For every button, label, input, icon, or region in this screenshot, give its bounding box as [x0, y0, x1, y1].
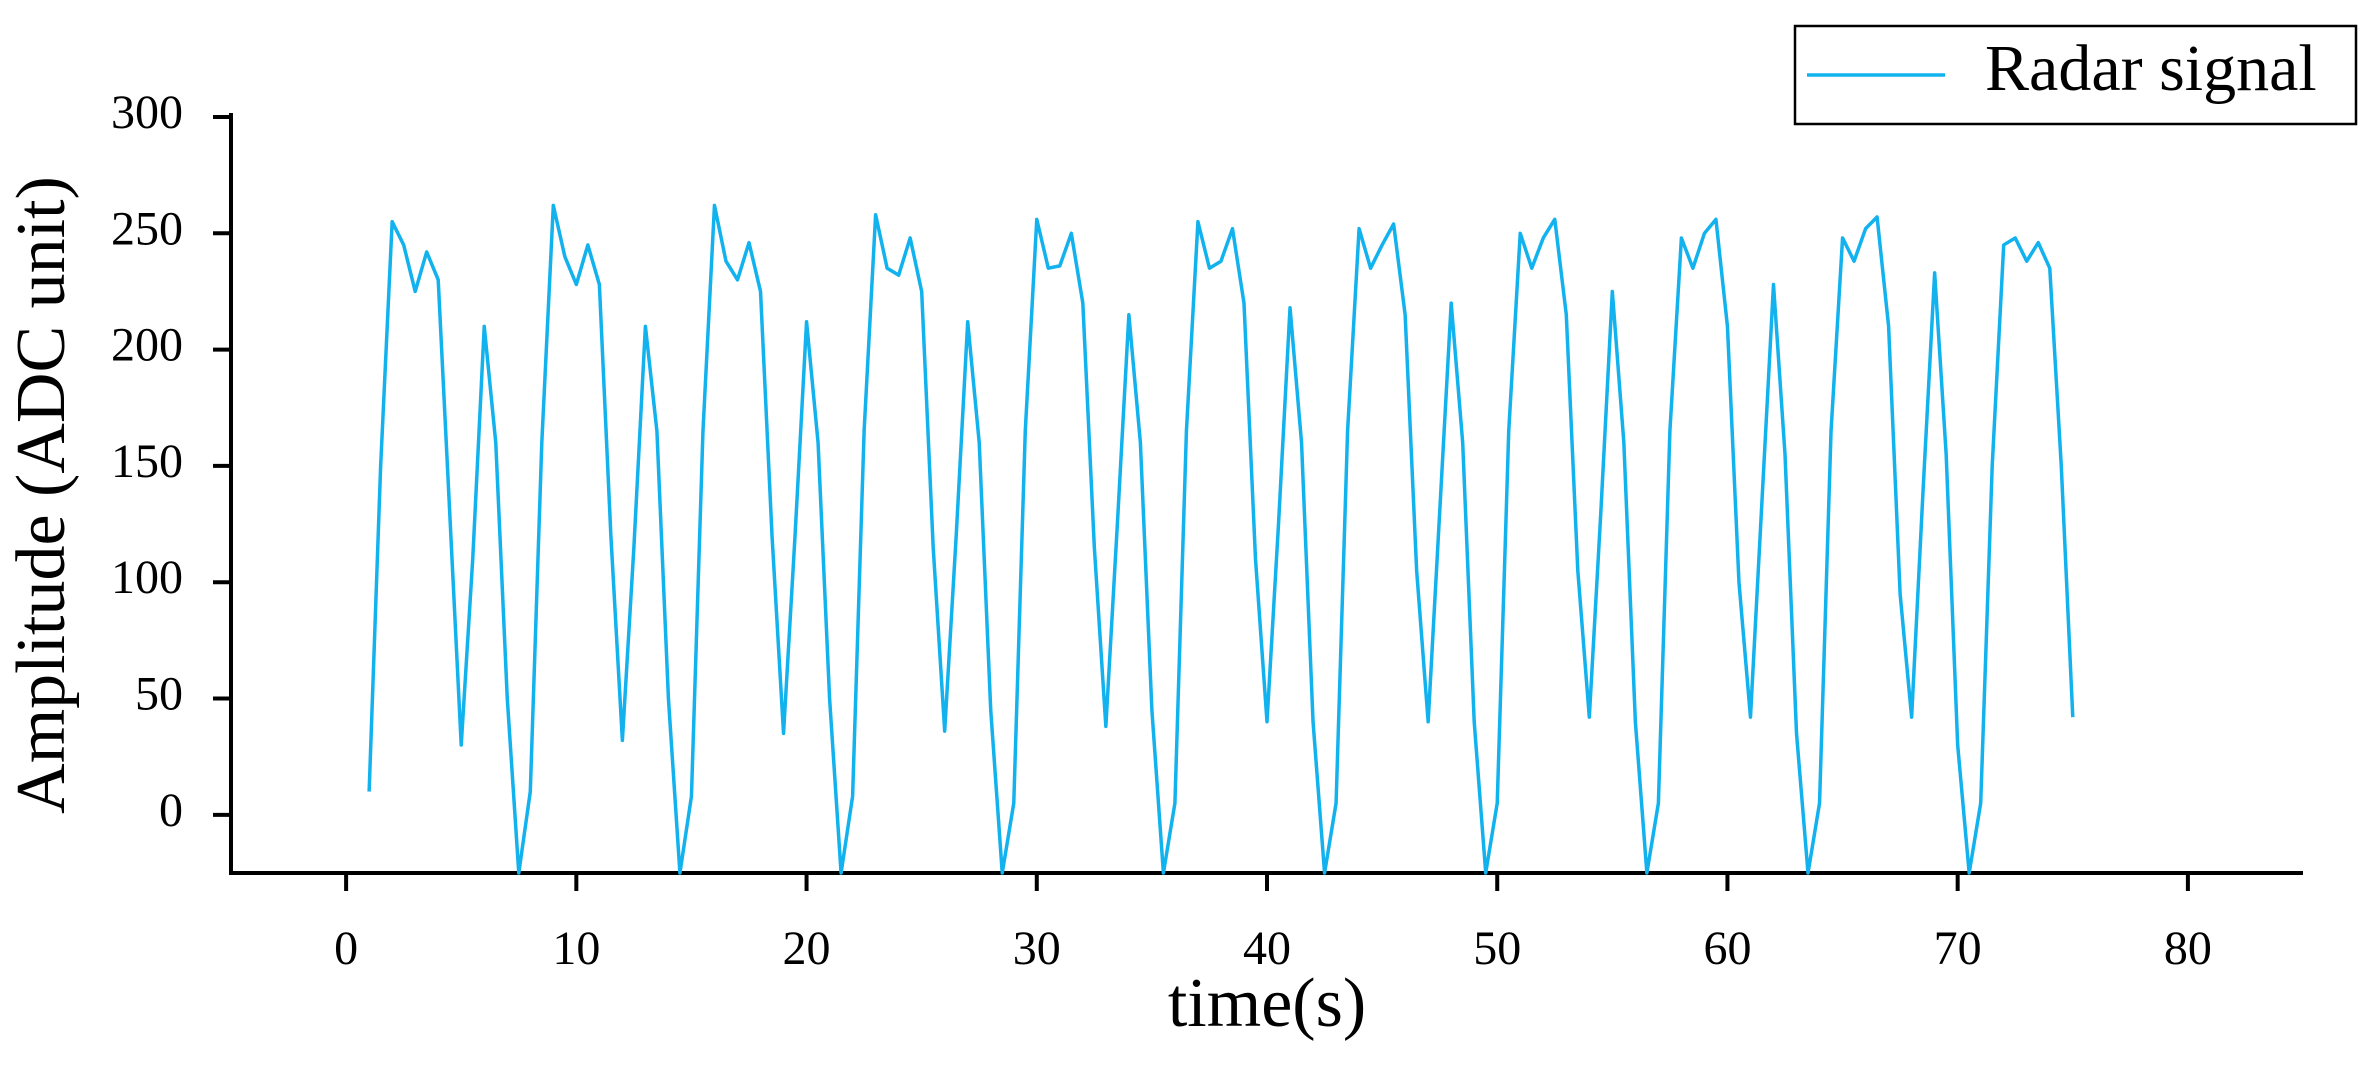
y-tick-label: 250: [111, 202, 183, 255]
y-tick-label: 300: [111, 86, 183, 139]
x-tick-label: 30: [1013, 922, 1061, 975]
x-tick-label: 70: [1934, 922, 1982, 975]
y-axis-label: Amplitude (ADC unit): [3, 176, 80, 814]
y-tick-label: 200: [111, 319, 183, 372]
x-tick-label: 10: [552, 922, 600, 975]
x-tick-label: 0: [334, 922, 358, 975]
legend-label: Radar signal: [1985, 32, 2317, 105]
x-tick-label: 60: [1703, 922, 1751, 975]
x-tick-label: 80: [2164, 922, 2212, 975]
x-axis-label: time(s): [1168, 965, 1366, 1042]
y-tick-label: 0: [159, 784, 183, 837]
y-tick-label: 100: [111, 551, 183, 604]
legend-box: [1793, 24, 2358, 126]
x-tick-label: 20: [783, 922, 831, 975]
x-tick-label: 50: [1473, 922, 1521, 975]
x-tick-label: 40: [1243, 922, 1291, 975]
y-tick-label: 150: [111, 435, 183, 488]
y-tick-label: 50: [135, 668, 183, 721]
data-line: [367, 203, 2075, 875]
